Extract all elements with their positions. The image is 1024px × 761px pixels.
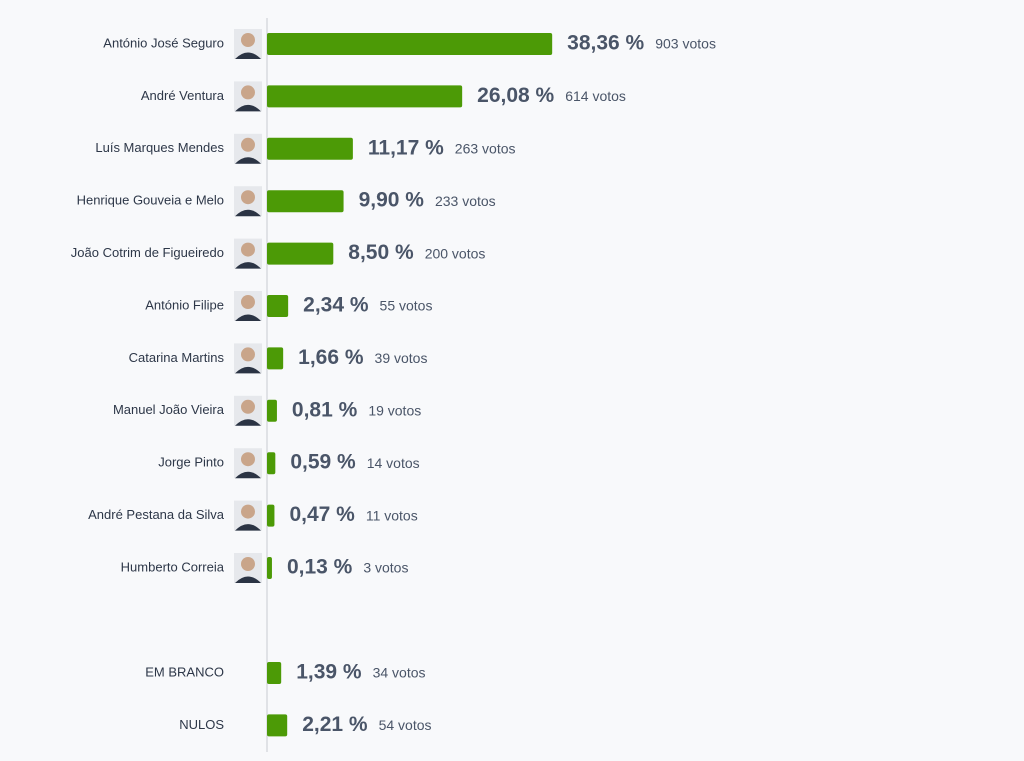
value-label: 0,81 % — [292, 398, 358, 421]
votes-label: 19 votos — [368, 403, 421, 419]
photo-body — [235, 52, 261, 59]
photo-body — [235, 104, 261, 112]
value-label: 0,47 % — [289, 503, 355, 526]
category-label: André Pestana da Silva — [88, 507, 225, 522]
photo-head — [241, 557, 255, 571]
votes-label: 11 votos — [366, 507, 418, 523]
photo-head — [241, 347, 255, 362]
bar — [267, 85, 463, 108]
photo-body — [235, 209, 261, 217]
category-label: Luís Marques Mendes — [95, 140, 224, 155]
votes-label: 233 votos — [435, 193, 496, 209]
bar — [267, 295, 289, 317]
category-label: Humberto Correia — [121, 559, 225, 574]
category-label: NULOS — [179, 717, 224, 732]
category-label: EM BRANCO — [145, 664, 224, 679]
photo-body — [235, 366, 261, 374]
value-label: 11,17 % — [368, 136, 444, 159]
category-label: António José Seguro — [103, 35, 224, 50]
photo-head — [241, 452, 255, 467]
bar — [267, 347, 284, 370]
votes-label: 34 votos — [373, 665, 426, 681]
candidate-photo — [234, 553, 262, 583]
votes-label: 903 votos — [655, 36, 716, 52]
candidate-photo — [234, 291, 262, 321]
photo-body — [235, 157, 261, 164]
bar — [267, 662, 282, 684]
value-label: 0,59 % — [290, 451, 356, 474]
votes-label: 3 votos — [363, 560, 408, 576]
votes-label: 14 votos — [367, 455, 420, 471]
candidate-photo — [234, 448, 262, 479]
value-label: 8,50 % — [348, 241, 414, 264]
value-label: 2,21 % — [302, 713, 368, 736]
votes-label: 54 votos — [379, 717, 432, 733]
candidate-photo — [234, 343, 262, 374]
photo-head — [241, 242, 255, 257]
category-label: Henrique Gouveia e Melo — [77, 193, 224, 208]
category-label: Manuel João Vieira — [113, 402, 225, 417]
value-label: 0,13 % — [287, 556, 353, 579]
bar — [267, 504, 275, 527]
bar — [267, 137, 353, 160]
photo-body — [235, 314, 261, 321]
photo-head — [241, 295, 255, 309]
category-label: Catarina Martins — [129, 350, 225, 365]
photo-body — [235, 471, 261, 479]
category-label: André Ventura — [141, 88, 225, 103]
photo-body — [235, 576, 261, 583]
photo-body — [235, 262, 261, 269]
photo-head — [241, 504, 255, 519]
bar — [267, 557, 272, 579]
category-label: Jorge Pinto — [158, 455, 224, 470]
candidate-photo — [234, 500, 262, 531]
photo-head — [241, 190, 255, 205]
candidate-photo — [234, 238, 262, 269]
bar — [267, 190, 344, 213]
photo-head — [241, 399, 255, 414]
category-label: João Cotrim de Figueiredo — [71, 245, 224, 260]
value-label: 1,39 % — [296, 661, 362, 684]
bar — [267, 714, 288, 737]
photo-head — [241, 137, 255, 152]
value-label: 26,08 % — [477, 84, 554, 107]
candidate-photo — [234, 29, 262, 59]
value-label: 2,34 % — [303, 294, 369, 317]
votes-label: 263 votos — [455, 141, 516, 157]
candidate-photo — [234, 81, 262, 112]
votes-label: 614 votos — [565, 88, 626, 104]
bar — [267, 452, 276, 475]
candidate-photo — [234, 186, 262, 217]
votes-label: 39 votos — [375, 350, 428, 366]
votes-label: 200 votos — [425, 245, 486, 261]
value-label: 38,36 % — [567, 32, 644, 55]
category-label: António Filipe — [145, 297, 224, 312]
value-label: 9,90 % — [359, 189, 425, 212]
photo-head — [241, 85, 255, 100]
bar — [267, 242, 334, 265]
votes-label: 55 votos — [380, 298, 433, 314]
photo-head — [241, 33, 255, 47]
candidate-photo — [234, 395, 262, 426]
value-label: 1,66 % — [298, 346, 364, 369]
photo-body — [235, 419, 261, 426]
photo-body — [235, 524, 261, 531]
bar — [267, 399, 277, 422]
bar — [267, 33, 553, 55]
candidate-photo — [234, 133, 262, 164]
